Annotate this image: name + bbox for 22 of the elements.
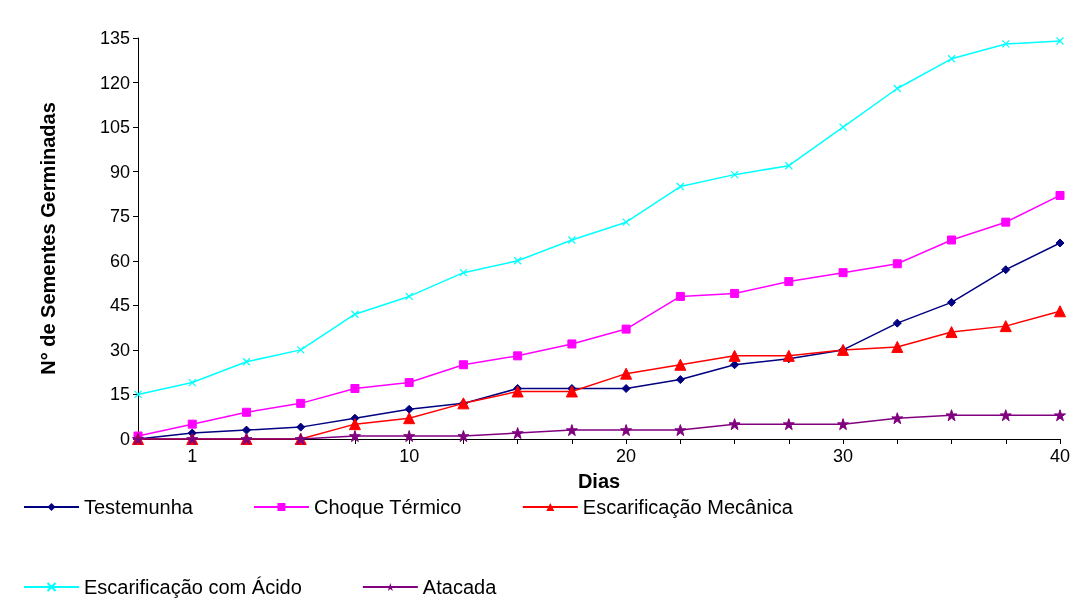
- x-tick-label: 1: [187, 446, 198, 466]
- legend-label: Escarificação Mecânica: [582, 496, 794, 518]
- legend-label: Testemunha: [84, 496, 194, 518]
- y-tick-label: 135: [99, 28, 130, 48]
- y-tick-label: 60: [109, 250, 130, 271]
- x-tick-label: 20: [616, 446, 637, 466]
- y-tick-label: 0: [119, 429, 130, 449]
- legend-label: Atacada: [422, 576, 498, 598]
- x-tick-label: 30: [833, 446, 854, 466]
- x-axis-title: Dias: [577, 470, 621, 492]
- y-tick-label: 75: [109, 206, 130, 227]
- y-tick-label: 30: [109, 339, 130, 360]
- y-tick-label: 105: [99, 117, 130, 138]
- y-tick-label: 15: [109, 384, 130, 405]
- y-axis-title: N° de Sementes Germinadas: [37, 102, 59, 375]
- y-tick-label: 120: [99, 72, 130, 93]
- y-tick-label: 90: [109, 161, 130, 182]
- x-tick-label: 40: [1049, 446, 1071, 466]
- x-tick-label: 10: [399, 446, 420, 466]
- legend-label: Escarificação com Ácido: [84, 576, 302, 598]
- legend-label: Choque Térmico: [313, 496, 462, 518]
- y-tick-label: 45: [109, 295, 130, 316]
